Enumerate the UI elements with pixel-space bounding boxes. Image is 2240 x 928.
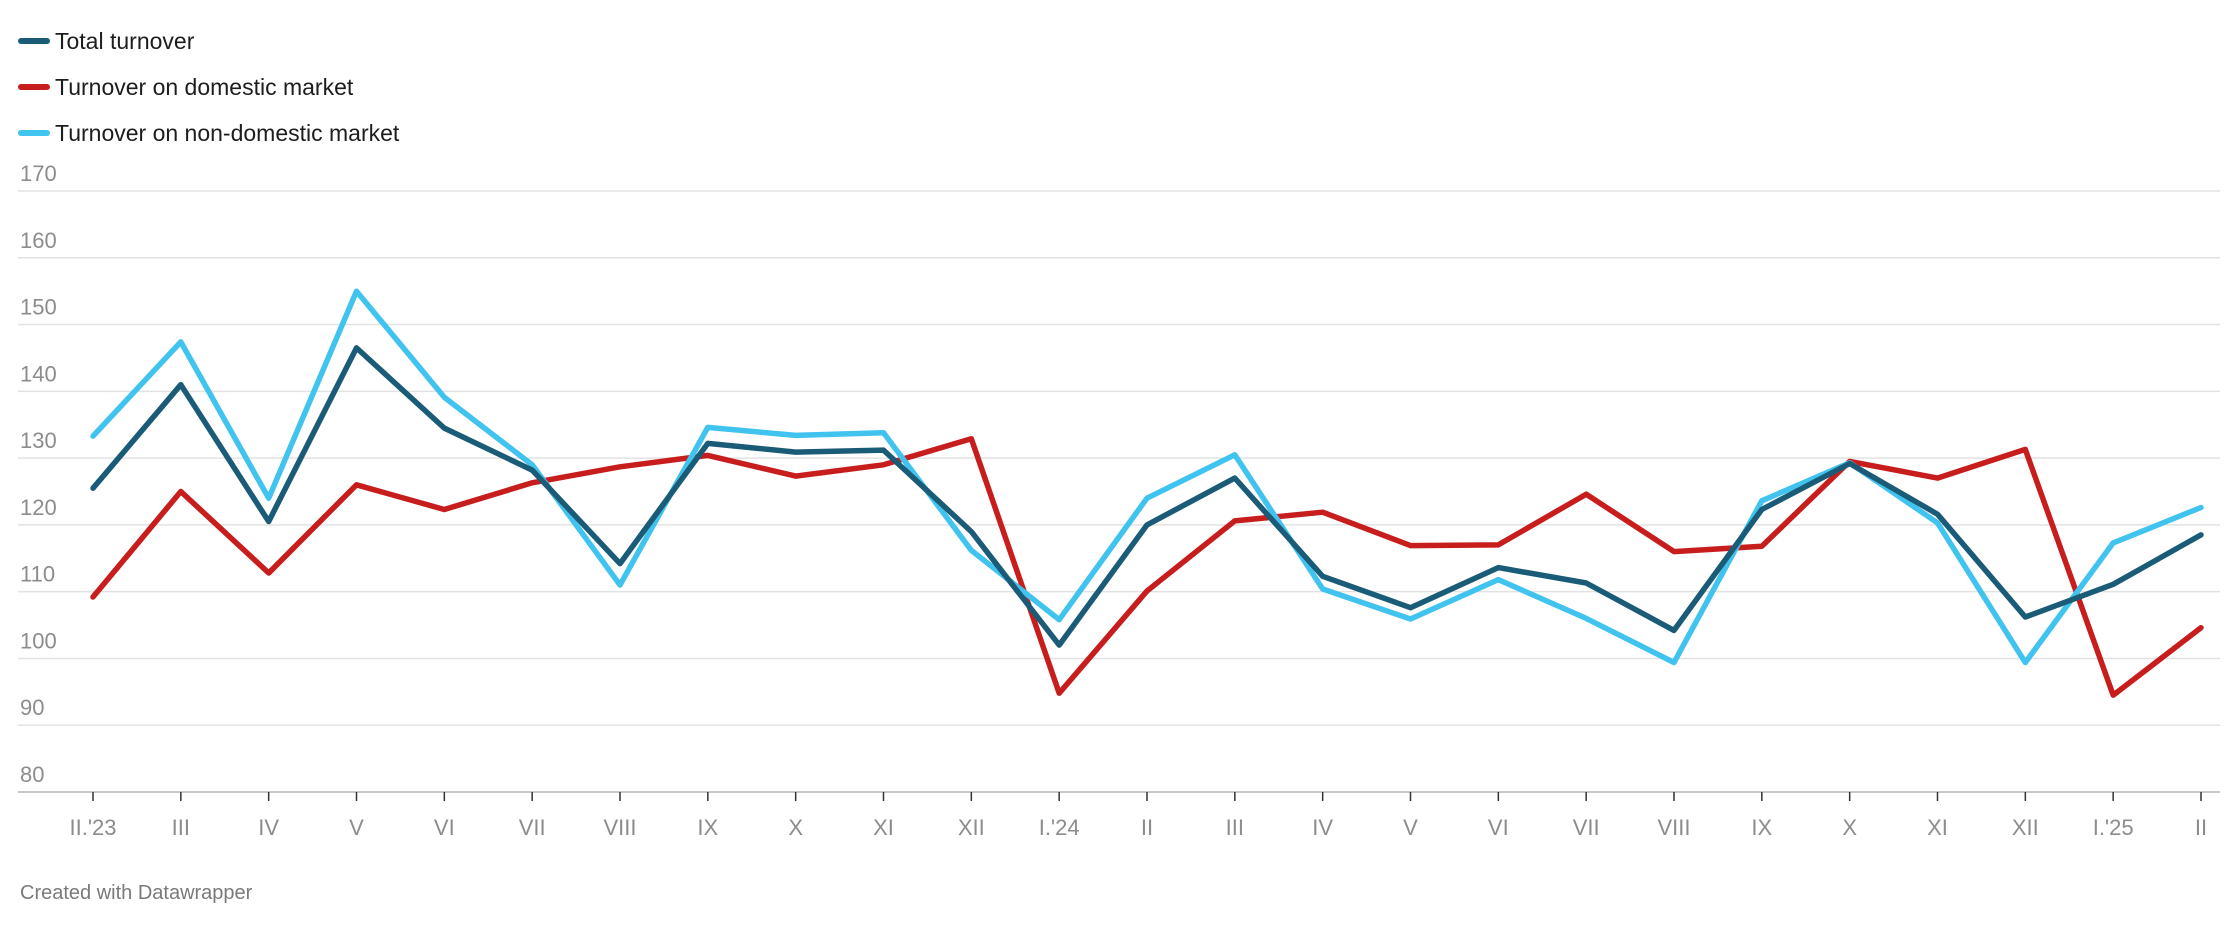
x-tick-label: II [2195,815,2207,840]
legend-label-non-domestic: Turnover on non-domestic market [55,119,400,146]
x-tick-label: VII [1573,815,1600,840]
y-tick-label: 130 [20,428,57,453]
legend-swatch-non-domestic [18,130,50,136]
x-tick-label: V [349,815,364,840]
x-tick-label: II.'23 [69,815,116,840]
series-line-domestic [90,435,2204,698]
x-tick-label: IX [1751,815,1772,840]
x-tick-label: IV [1312,815,1333,840]
datawrapper-credit[interactable]: Created with Datawrapper [20,882,253,904]
x-tick-label: IX [697,815,718,840]
y-tick-label: 90 [20,695,44,720]
x-tick-label: VIII [603,815,636,840]
legend-label-total: Total turnover [55,27,195,54]
x-tick-label: XI [873,815,894,840]
legend-item-domestic[interactable]: Turnover on domestic market [18,64,399,110]
x-tick-label: III [172,815,190,840]
x-tick-label: IV [258,815,279,840]
y-tick-label: 160 [20,228,57,253]
y-tick-label: 100 [20,628,57,653]
x-tick-label: I.'24 [1039,815,1080,840]
x-tick-label: VIII [1657,815,1690,840]
y-tick-label: 140 [20,361,57,386]
x-tick-label: X [788,815,803,840]
x-tick-label: XII [2012,815,2039,840]
y-tick-label: 110 [20,562,55,587]
x-tick-label: X [1842,815,1857,840]
series-line-non-domestic [90,288,2204,666]
x-tick-label: VII [519,815,546,840]
x-tick-label: II [1141,815,1153,840]
x-tick-label: VI [1488,815,1509,840]
legend-swatch-total [18,38,50,44]
series-line-total-turnover [90,345,2204,648]
legend-item-non-domestic[interactable]: Turnover on non-domestic market [18,110,399,156]
y-tick-label: 170 [20,161,57,186]
legend-swatch-domestic [18,84,50,90]
y-tick-label: 80 [20,762,44,787]
x-tick-label: VI [434,815,455,840]
y-tick-label: 150 [20,295,57,320]
legend-item-total[interactable]: Total turnover [18,18,399,64]
y-tick-label: 120 [20,495,57,520]
legend: Total turnover Turnover on domestic mark… [18,18,399,156]
x-tick-label: III [1226,815,1244,840]
legend-label-domestic: Turnover on domestic market [55,73,354,100]
x-tick-label: V [1403,815,1418,840]
x-tick-label: XI [1927,815,1948,840]
x-tick-label: I.'25 [2093,815,2134,840]
x-tick-label: XII [958,815,985,840]
